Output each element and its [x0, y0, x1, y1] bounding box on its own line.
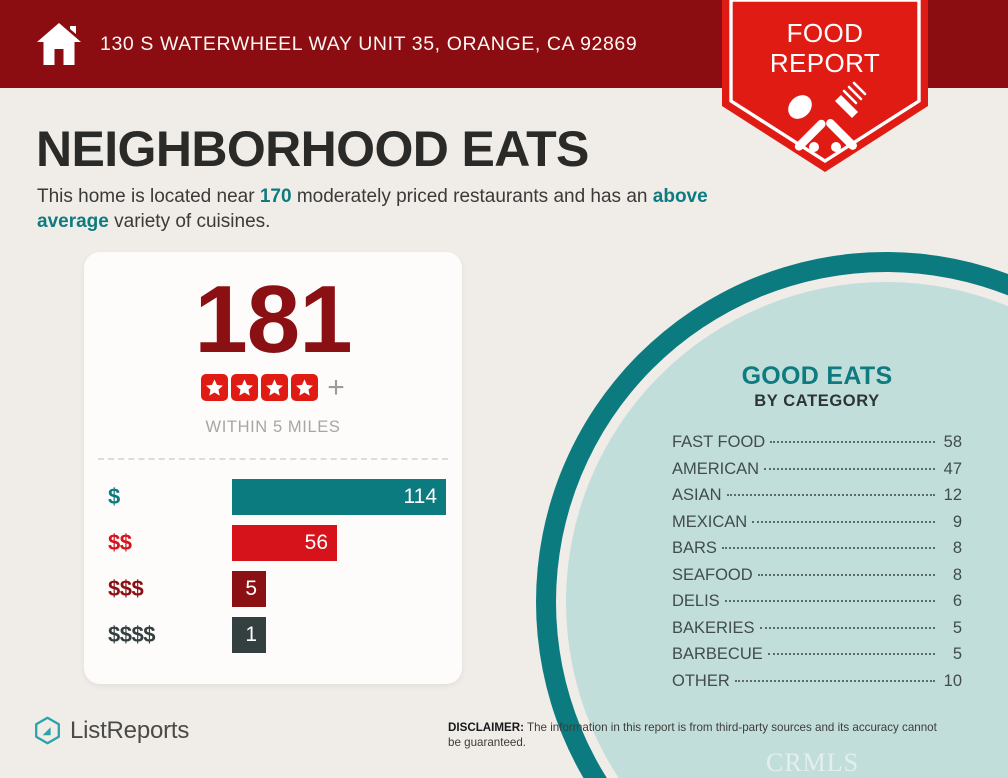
disclaimer-text: The information in this report is from t…	[448, 721, 937, 749]
category-count: 8	[952, 565, 962, 584]
good-eats-title: GOOD EATS	[741, 362, 893, 390]
food-report-badge: FOOD REPORT	[722, 0, 928, 172]
card-divider	[98, 458, 448, 460]
listreports-logo-text: ListReports	[70, 716, 190, 744]
category-row: DELIS 6	[672, 592, 962, 619]
bar-track: 56	[232, 520, 337, 566]
category-name: BARBECUE	[672, 645, 763, 663]
category-name: BAKERIES	[672, 618, 755, 637]
bar-label: $	[108, 484, 120, 509]
leader-dots	[721, 547, 935, 549]
subtitle-part-3: variety of cuisines.	[108, 211, 271, 232]
category-row: OTHER 10	[672, 672, 962, 699]
bar-value: 5	[232, 571, 266, 607]
category-name: SEAFOOD	[672, 565, 753, 584]
category-count: 6	[952, 592, 962, 610]
category-name: FAST FOOD	[672, 433, 766, 451]
subtitle-restaurant-count: 170	[259, 186, 292, 207]
star-icon	[261, 374, 289, 401]
category-row: SEAFOOD 8	[672, 566, 962, 593]
leader-dots	[734, 679, 935, 682]
good-eats-list: FAST FOOD 58 AMERICAN 47 ASIAN 12 MEXICAN 9 BARS…	[672, 433, 962, 698]
bar-track: 114	[232, 474, 446, 520]
page-subtitle: This home is located near 170 moderately…	[37, 184, 717, 234]
header-content: 130 S WATERWHEEL WAY UNIT 35, ORANGE, CA…	[36, 0, 637, 88]
leader-dots	[759, 626, 935, 629]
category-name: OTHER	[672, 671, 730, 690]
star-icon	[201, 374, 229, 401]
leader-dots	[764, 467, 935, 470]
bar-value: 1	[232, 617, 266, 653]
listreports-logo[interactable]: ListReports	[34, 716, 189, 745]
category-row: FAST FOOD 58	[672, 433, 962, 460]
category-row: BARBECUE 5	[672, 645, 962, 672]
category-name: DELIS	[672, 592, 720, 610]
plus-icon: +	[327, 370, 345, 404]
category-row: BARS 8	[672, 539, 962, 566]
category-row: MEXICAN 9	[672, 513, 962, 540]
bar-track: 5	[232, 566, 266, 612]
bar-row: $$$$ 1	[84, 612, 462, 658]
category-row: ASIAN 12	[672, 486, 962, 513]
bar-value: 56	[232, 525, 337, 561]
category-count: 5	[952, 645, 962, 663]
total-restaurant-count: 181	[194, 266, 352, 373]
bar-label: $$$$	[108, 622, 155, 647]
category-count: 8	[952, 539, 962, 557]
good-eats-subtitle: BY CATEGORY	[754, 392, 880, 410]
leader-dots	[724, 600, 935, 602]
radius-label: WITHIN 5 MILES	[205, 418, 341, 436]
listreports-house-icon	[34, 716, 61, 745]
disclaimer-label: DISCLAIMER:	[448, 721, 524, 734]
category-name: MEXICAN	[672, 512, 748, 531]
subtitle-part-2: moderately priced restaurants and has an	[291, 186, 653, 207]
crmls-watermark: CRMLS	[766, 748, 860, 777]
category-name: ASIAN	[672, 486, 722, 504]
category-count: 58	[943, 433, 962, 451]
property-address: 130 S WATERWHEEL WAY UNIT 35, ORANGE, CA…	[100, 32, 638, 55]
bar-row: $$ 56	[84, 520, 462, 566]
star-icon	[291, 374, 319, 401]
category-name: BARS	[672, 539, 717, 557]
bar-row: $$$ 5	[84, 566, 462, 612]
category-name: AMERICAN	[672, 459, 760, 478]
leader-dots	[726, 494, 935, 496]
bar-label: $$	[108, 530, 132, 555]
category-row: BAKERIES 5	[672, 619, 962, 646]
disclaimer: DISCLAIMER: The information in this repo…	[448, 720, 948, 750]
bar-row: $ 114	[84, 474, 462, 520]
leader-dots	[770, 441, 935, 443]
bar-track: 1	[232, 612, 266, 658]
price-tier-bar-chart: $ 114 $$ 56 $$$ 5 $$$$ 1	[84, 474, 462, 658]
restaurant-stats-card: 181 + WITHIN 5 MILES $ 114	[84, 252, 462, 684]
category-count: 12	[943, 486, 962, 504]
leader-dots	[767, 653, 935, 655]
bar-value: 114	[232, 479, 446, 515]
category-count: 9	[952, 512, 962, 531]
good-eats-panel: GOOD EATS BY CATEGORY FAST FOOD 58 AMERICA…	[672, 362, 962, 698]
page-title: NEIGHBORHOOD EATS	[36, 121, 589, 177]
category-count: 47	[943, 459, 962, 478]
category-count: 5	[952, 618, 962, 637]
bar-label: $$$	[108, 576, 144, 601]
category-count: 10	[943, 671, 962, 690]
subtitle-part-1: This home is located near	[37, 186, 260, 207]
home-icon	[36, 22, 82, 66]
spoon-fork-icon	[788, 81, 867, 152]
leader-dots	[752, 520, 935, 523]
star-rating: +	[84, 370, 462, 404]
star-icon	[231, 374, 259, 401]
subtitle-variety-rating: above average	[37, 186, 708, 232]
category-row: AMERICAN 47	[672, 460, 962, 487]
leader-dots	[757, 573, 935, 576]
